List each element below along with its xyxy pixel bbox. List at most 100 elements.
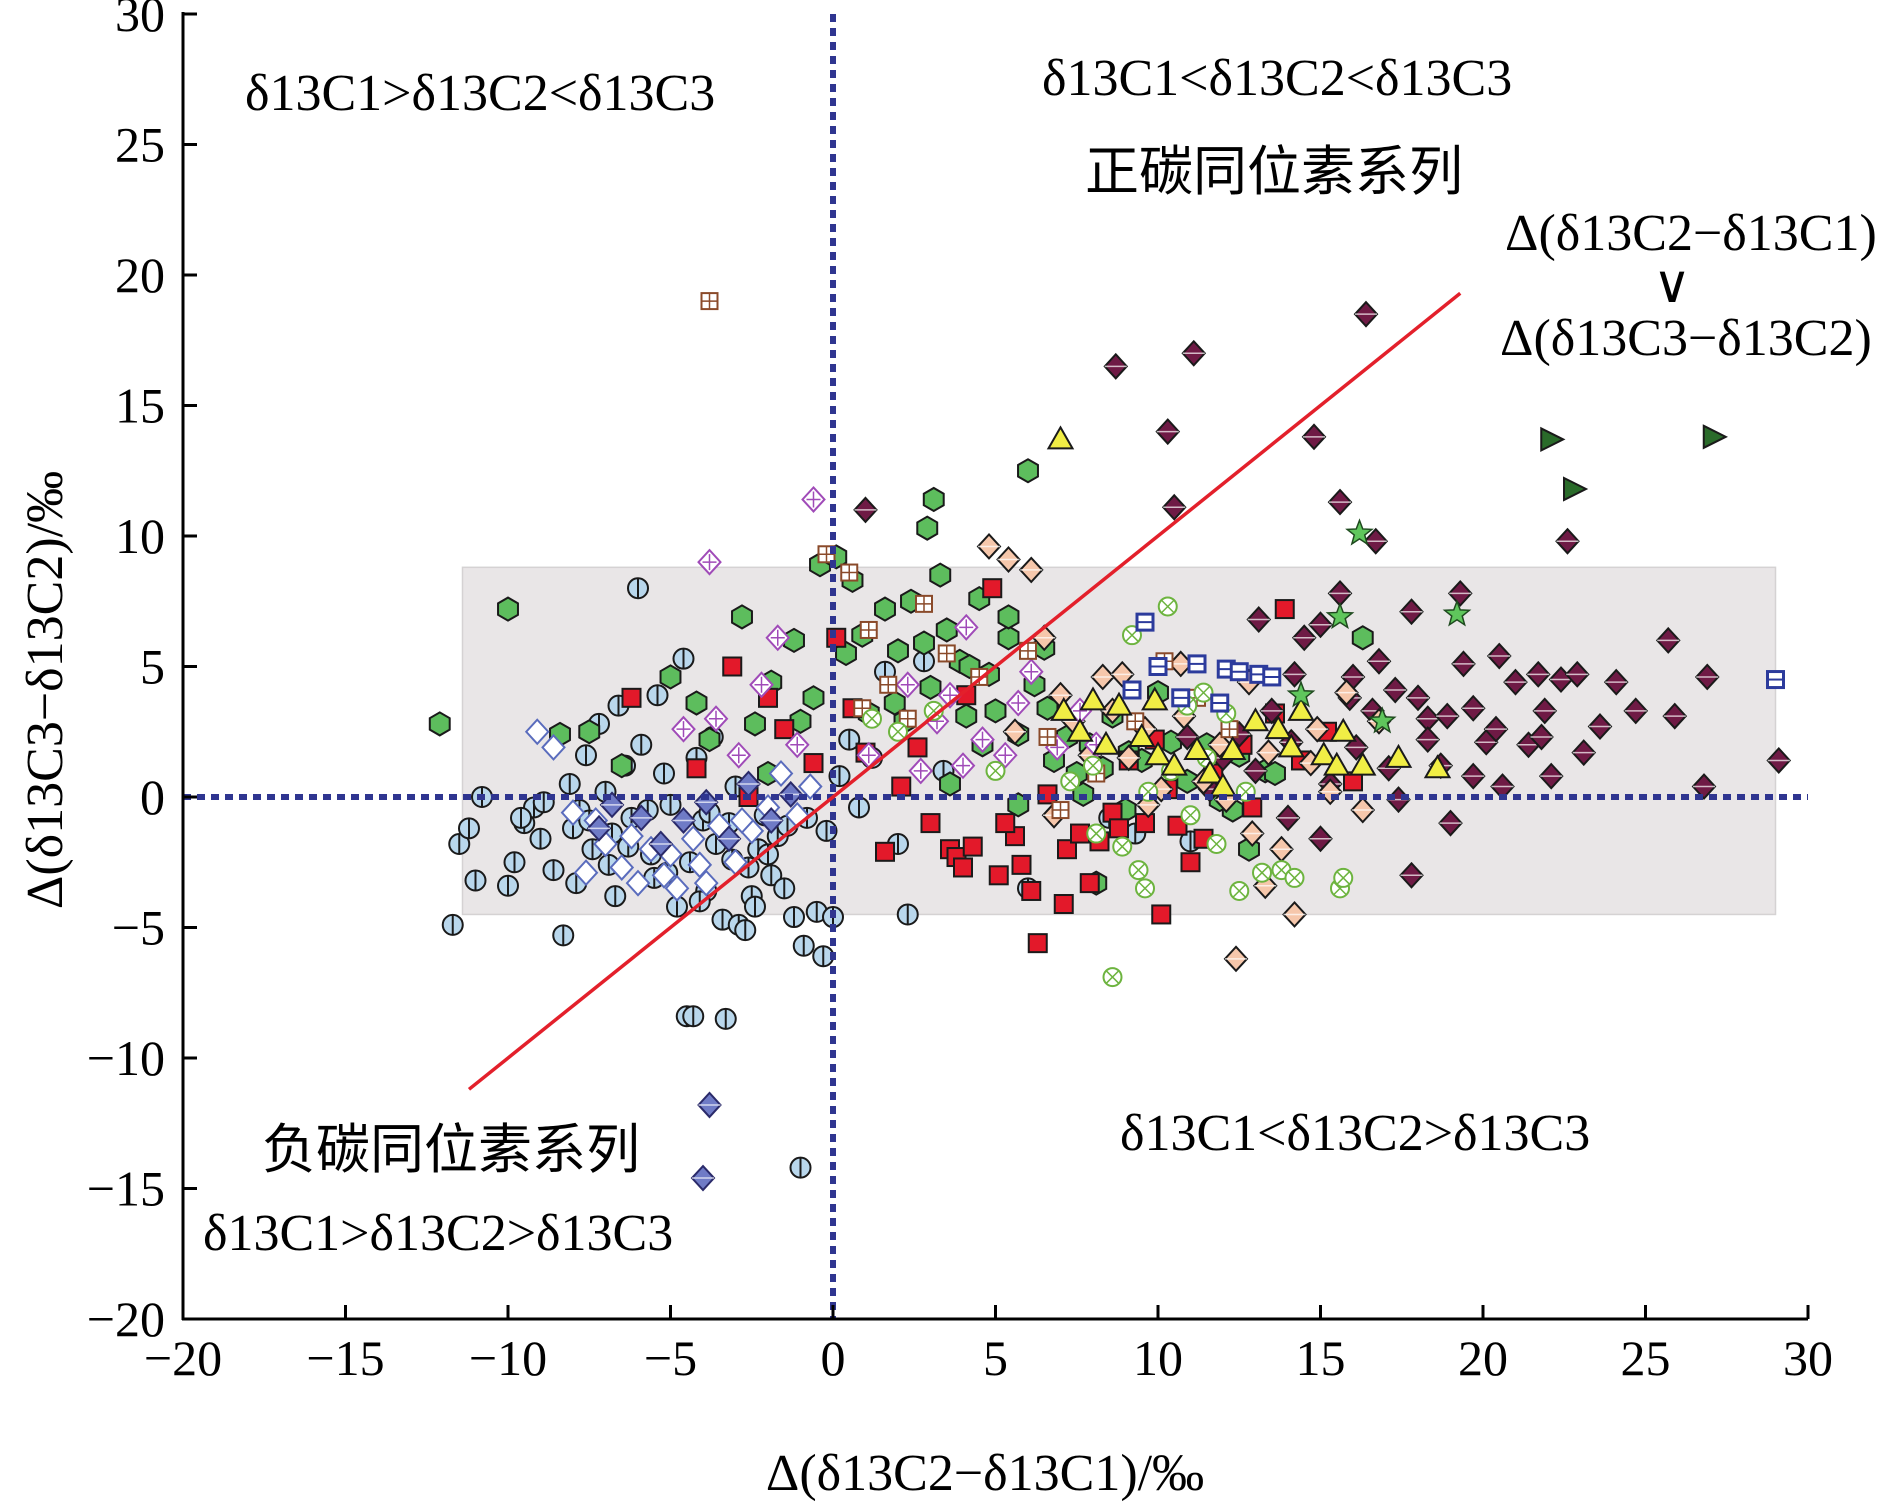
data-point (1563, 476, 1589, 502)
data-point (1274, 599, 1295, 620)
background-layer (461, 566, 1777, 916)
data-point-mark (1011, 695, 1026, 712)
data-point (1329, 717, 1357, 742)
x-tick-label: −15 (306, 1330, 384, 1386)
data-point (875, 841, 895, 862)
data-point-mark (1039, 728, 1056, 745)
data-point-mark (770, 629, 785, 646)
series-diamond (853, 300, 1792, 889)
one-to-one-line (467, 291, 1462, 1091)
y-tick-label: 10 (115, 508, 165, 564)
y-tick-label: −5 (112, 900, 165, 956)
data-point-mark (1209, 837, 1224, 851)
series-square-bar (1122, 612, 1785, 713)
data-point-mark (900, 676, 915, 693)
data-point (1351, 625, 1374, 651)
data-point (803, 753, 824, 774)
data-point-mark (1020, 642, 1036, 659)
data-point (984, 698, 1007, 724)
data-point (982, 578, 1003, 599)
data-point (774, 719, 795, 740)
data-point (1323, 751, 1351, 776)
data-point (929, 562, 952, 588)
data-point-mark (1336, 871, 1350, 885)
data-point (1183, 736, 1211, 761)
data-point (922, 486, 945, 513)
data-point (1066, 717, 1094, 742)
data-point (1345, 518, 1374, 546)
data-point-mark (1127, 713, 1144, 730)
data-point (1325, 601, 1355, 630)
data-point (826, 627, 847, 648)
data-point-mark (956, 757, 970, 774)
data-point (1384, 743, 1413, 768)
data-point-mark (1050, 739, 1065, 756)
data-point (1180, 852, 1201, 873)
data-point (541, 733, 566, 761)
series-diamond-cross (671, 485, 1109, 785)
data-point (428, 711, 451, 737)
data-point (768, 760, 794, 787)
data-point (664, 874, 690, 902)
data-point (722, 656, 743, 677)
data-point-mark (1086, 759, 1100, 773)
data-point (1442, 599, 1472, 627)
data-point (916, 515, 939, 541)
data-point-mark (1115, 840, 1129, 854)
x-tick-label: 0 (821, 1330, 846, 1386)
data-point (1310, 741, 1338, 766)
data-point (619, 822, 644, 850)
data-point (955, 703, 978, 729)
data-point-mark (1131, 863, 1146, 877)
data-point (1011, 854, 1032, 875)
data-point-mark (1221, 721, 1238, 738)
annotation-quad-bottom-left: δ13C1>δ13C2>δ13C3 (203, 1205, 673, 1262)
data-point (578, 719, 601, 745)
y-tick-label: 5 (140, 639, 165, 695)
data-point (995, 813, 1016, 834)
data-point (1241, 707, 1270, 732)
data-point-mark (1287, 871, 1302, 885)
reference-lines-front (183, 14, 1808, 1319)
data-point-mark (1089, 827, 1103, 841)
data-point-mark (1063, 774, 1077, 788)
data-point (1046, 425, 1075, 450)
series-hexagon (428, 458, 1374, 896)
data-point (1105, 691, 1133, 716)
data-point-mark (959, 619, 974, 636)
data-point-mark (1138, 881, 1152, 895)
data-point (919, 674, 942, 701)
data-point-mark (702, 554, 717, 571)
y-tick-label: −20 (87, 1291, 165, 1347)
series-circle-cross (862, 596, 1354, 988)
data-point (524, 718, 550, 746)
annotation-negative-series: 负碳同位素系列 (262, 1118, 640, 1181)
data-point (997, 625, 1020, 651)
x-tick-label: 5 (983, 1330, 1008, 1386)
series-triangle-right (1540, 424, 1728, 502)
data-point (686, 758, 707, 779)
x-tick-label: 20 (1458, 1330, 1508, 1386)
data-point-mark (1024, 663, 1039, 680)
data-point-mark (1105, 970, 1120, 984)
data-point (1540, 426, 1566, 453)
data-point-mark (998, 747, 1013, 764)
data-point-mark (1052, 802, 1069, 819)
y-tick-label: 30 (115, 0, 165, 42)
data-point (698, 726, 721, 753)
data-point-mark (1161, 599, 1175, 614)
data-point (1277, 733, 1305, 758)
annotation-positive-series: 正碳同位素系列 (1085, 140, 1463, 203)
data-point-mark (790, 736, 805, 753)
data-points (428, 292, 1792, 1192)
data-point (1141, 686, 1169, 711)
data-point-mark (1073, 702, 1087, 719)
x-axis-title: Δ(δ13C2−δ13C1)/‰ (766, 1445, 1204, 1502)
data-point-mark (854, 700, 871, 717)
data-point-mark (938, 645, 955, 662)
data-point (610, 753, 633, 779)
data-point-mark (899, 710, 916, 727)
annotation-compare-bottom: Δ(δ13C3−δ13C2) (1500, 310, 1872, 367)
data-point (1167, 815, 1188, 836)
